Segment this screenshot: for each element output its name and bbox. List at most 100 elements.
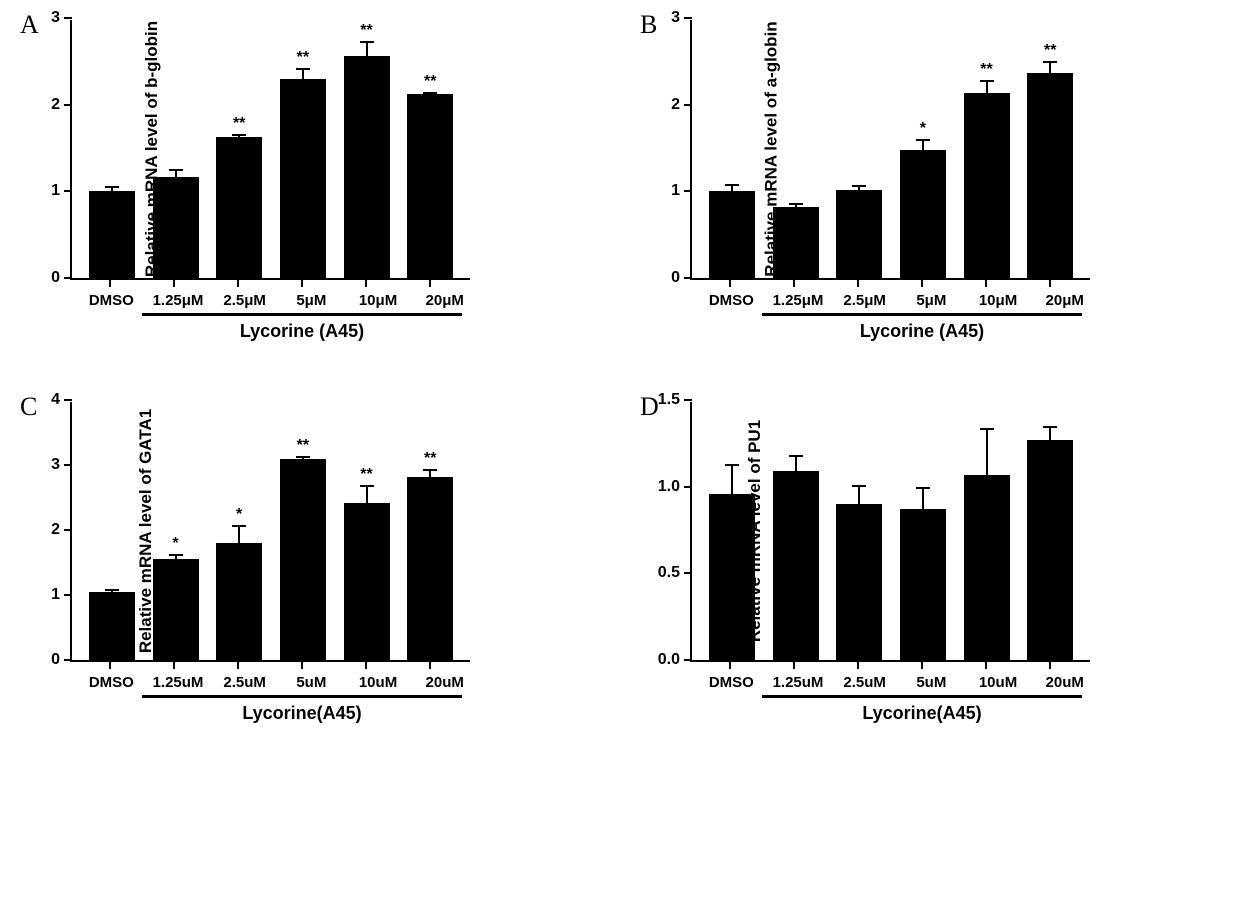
- x-tick-label: 1.25uM: [765, 674, 832, 691]
- error-cap: [916, 139, 930, 141]
- bar: [407, 477, 453, 660]
- error-cap: [1043, 426, 1057, 428]
- x-tick: [1049, 280, 1051, 287]
- bar: [344, 503, 390, 660]
- treatment-line: [142, 695, 462, 698]
- bar: [407, 94, 453, 278]
- significance-marker: **: [1044, 43, 1056, 59]
- error-cap: [916, 487, 930, 489]
- bar: [773, 207, 819, 278]
- y-tick: [64, 464, 72, 466]
- error-cap: [980, 428, 994, 430]
- error-cap: [105, 186, 119, 188]
- panel-D: DRelative mRNA level of PU10.00.51.01.5D…: [640, 402, 1220, 724]
- error-cap: [232, 525, 246, 527]
- bar-group: [827, 190, 891, 278]
- error-bar: [858, 185, 860, 190]
- y-tick-label: 0.0: [658, 651, 680, 669]
- error-bar: [238, 525, 240, 543]
- x-tick-label: DMSO: [78, 674, 145, 691]
- y-tick-label: 1.0: [658, 478, 680, 496]
- bar-group: [80, 592, 144, 660]
- x-tick-label: 5uM: [898, 674, 965, 691]
- y-tick: [64, 104, 72, 106]
- error-cap: [169, 169, 183, 171]
- x-tick-label: DMSO: [698, 292, 765, 309]
- chart-wrap: Relative mRNA level of a-globin0123*****…: [690, 20, 1220, 342]
- error-cap: [360, 485, 374, 487]
- plot-area: Relative mRNA level of GATA101234*******…: [70, 402, 470, 662]
- error-cap: [232, 134, 246, 136]
- y-tick: [684, 659, 692, 661]
- x-tick-label: 5uM: [278, 674, 345, 691]
- error-bar: [366, 485, 368, 503]
- x-tick: [109, 280, 111, 287]
- y-tick-label: 1: [51, 586, 60, 604]
- bar: [280, 79, 326, 278]
- bar-group: **: [1018, 73, 1082, 278]
- bar-group: *: [207, 543, 271, 660]
- x-tick-row: [690, 662, 1090, 670]
- bar: [216, 137, 262, 278]
- error-cap: [789, 203, 803, 205]
- x-tick-label: 10μM: [965, 292, 1032, 309]
- error-cap: [296, 456, 310, 458]
- panel-label: B: [640, 10, 657, 40]
- error-bar: [986, 428, 988, 475]
- chart-wrap: Relative mRNA level of PU10.00.51.01.5DM…: [690, 402, 1220, 724]
- x-tick: [729, 662, 731, 669]
- error-bar: [922, 139, 924, 149]
- treatment-label: Lycorine (A45): [690, 321, 1090, 342]
- y-tick-label: 0: [51, 651, 60, 669]
- bar: [900, 509, 946, 660]
- bars-row: ********: [72, 20, 470, 278]
- bar-group: **: [398, 94, 462, 278]
- error-bar: [731, 464, 733, 493]
- y-tick: [64, 17, 72, 19]
- error-bar: [1049, 61, 1051, 72]
- significance-marker: *: [172, 536, 178, 552]
- treatment-line: [142, 313, 462, 316]
- panel-label: D: [640, 392, 659, 422]
- x-tick-label: 5μM: [898, 292, 965, 309]
- bar-group: [144, 177, 208, 278]
- y-tick: [64, 594, 72, 596]
- bar: [709, 494, 755, 660]
- error-cap: [725, 184, 739, 186]
- bar-group: **: [271, 79, 335, 278]
- error-bar: [1049, 426, 1051, 440]
- error-bar: [429, 92, 431, 95]
- significance-marker: **: [297, 50, 309, 66]
- bar-group: [827, 504, 891, 660]
- bar-group: **: [955, 93, 1019, 278]
- bar: [836, 504, 882, 660]
- x-tick: [301, 280, 303, 287]
- plot-area: Relative mRNA level of PU10.00.51.01.5: [690, 402, 1090, 662]
- y-tick: [64, 277, 72, 279]
- significance-marker: **: [360, 467, 372, 483]
- treatment-line-wrap: [70, 311, 470, 317]
- error-bar: [795, 455, 797, 471]
- bar: [1027, 440, 1073, 660]
- y-tick-label: 1: [671, 182, 680, 200]
- error-cap: [980, 80, 994, 82]
- x-tick: [729, 280, 731, 287]
- x-tick: [173, 662, 175, 669]
- x-tick-label: 20uM: [1031, 674, 1098, 691]
- error-cap: [169, 554, 183, 556]
- bar-group: [1018, 440, 1082, 660]
- error-bar: [175, 169, 177, 178]
- x-tick: [301, 662, 303, 669]
- treatment-line-wrap: [70, 693, 470, 699]
- significance-marker: **: [424, 451, 436, 467]
- error-bar: [795, 203, 797, 206]
- y-tick-label: 4: [51, 391, 60, 409]
- error-cap: [789, 455, 803, 457]
- bar: [89, 191, 135, 278]
- x-tick-label: 10μM: [345, 292, 412, 309]
- y-tick-label: 0: [51, 269, 60, 287]
- x-tick-label: 2.5uM: [211, 674, 278, 691]
- y-tick-label: 0: [671, 269, 680, 287]
- y-tick: [64, 399, 72, 401]
- bars-row: ********: [72, 402, 470, 660]
